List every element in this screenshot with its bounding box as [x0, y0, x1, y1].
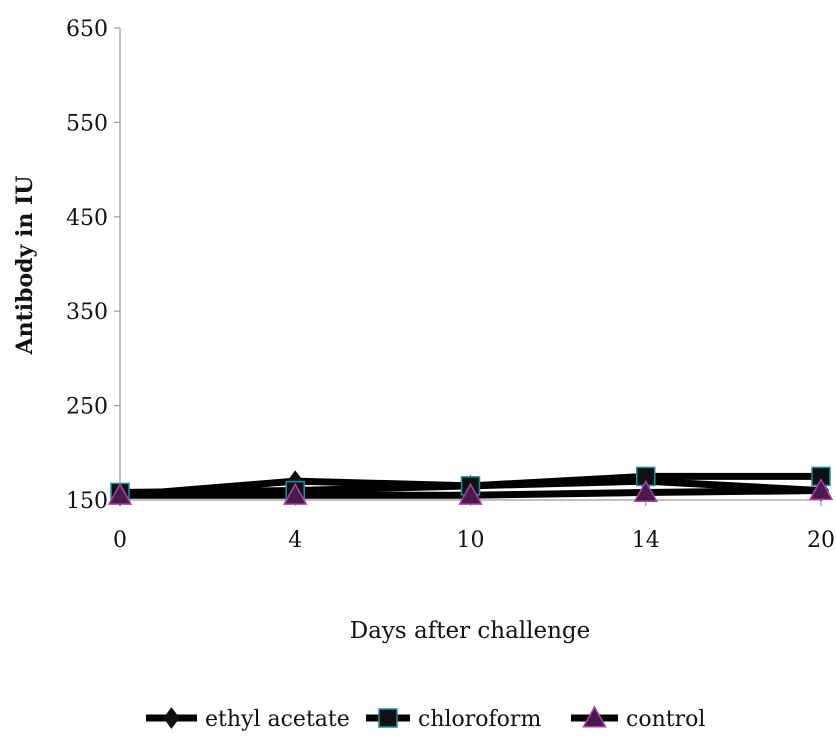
y-tick-label: 450	[66, 206, 108, 231]
x-tick-label: 4	[288, 528, 302, 553]
legend-label: control	[626, 707, 705, 732]
y-tick-label: 550	[66, 111, 108, 136]
x-axis-title: Days after challenge	[350, 618, 591, 644]
legend-marker-square	[378, 708, 398, 728]
data-point-triangle	[107, 482, 133, 505]
y-axis: 150 250 350 450 550 650	[66, 17, 121, 514]
y-tick-label: 250	[66, 395, 108, 420]
y-axis-title: Antibody in IU	[12, 176, 38, 356]
legend-marker-diamond	[163, 707, 180, 729]
data-point-triangle	[633, 479, 659, 502]
data-point-triangle	[282, 482, 308, 505]
legend-marker-triangle	[582, 705, 607, 728]
data-point-triangle	[458, 482, 483, 505]
y-tick-label: 350	[66, 300, 108, 325]
legend: ethyl acetate chloroform control	[146, 705, 705, 732]
y-tick-label: 150	[66, 489, 108, 514]
legend-label: ethyl acetate	[205, 707, 350, 732]
y-tick-label: 650	[66, 17, 108, 42]
x-tick-label: 0	[113, 528, 127, 553]
x-tick-label: 10	[457, 528, 485, 553]
x-tick-label: 20	[807, 528, 835, 553]
series-markers	[107, 466, 834, 507]
data-point-triangle	[808, 478, 834, 501]
x-tick-label: 14	[632, 528, 660, 553]
legend-label: chloroform	[418, 707, 541, 732]
x-axis: 0 4 10 14 20	[113, 499, 835, 553]
